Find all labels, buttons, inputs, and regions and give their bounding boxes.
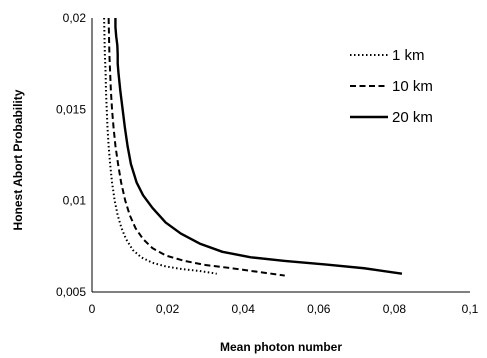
legend-label: 1 km	[392, 47, 425, 64]
legend-label: 10 km	[392, 78, 433, 95]
series-line-2	[107, 17, 285, 277]
series-line-3	[114, 18, 403, 275]
x-tick-label: 0,02	[156, 302, 180, 316]
x-tick-label: 0,04	[232, 302, 256, 316]
y-tick-label: 0,015	[56, 102, 86, 116]
y-tick-label: 0,005	[56, 285, 86, 299]
series-lines	[103, 17, 403, 277]
x-axis-title: Mean photon number	[220, 340, 342, 354]
x-tick-label: 0,1	[462, 302, 479, 316]
tick-labels: 0 0,02 0,04 0,06 0,08 0,1 0,005 0,01 0,015 0,02	[56, 11, 479, 316]
x-tick-label: 0	[89, 302, 96, 316]
y-axis-title: Honest Abort Probability	[11, 89, 25, 230]
x-tick-label: 0,08	[383, 302, 407, 316]
legend: 1 km 10 km 20 km	[350, 47, 433, 126]
y-tick-label: 0,02	[63, 11, 87, 25]
x-tick-label: 0,06	[307, 302, 331, 316]
axes	[91, 18, 470, 293]
y-tick-label: 0,01	[63, 194, 87, 208]
legend-label: 20 km	[392, 109, 433, 126]
series-line-1	[103, 17, 217, 275]
